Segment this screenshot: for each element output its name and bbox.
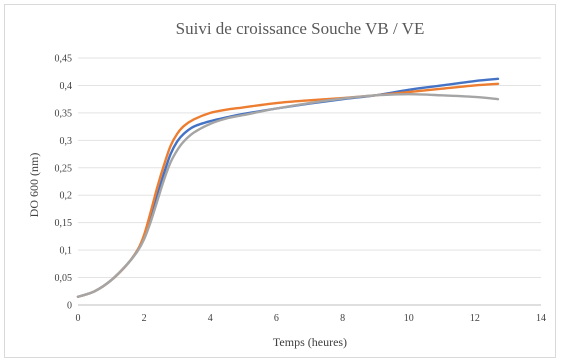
- series-lines: [76, 77, 500, 298]
- x-tick-label: 4: [208, 313, 213, 324]
- y-axis-title: DO 600 (nm): [27, 153, 41, 218]
- chart-frame: [4, 4, 556, 358]
- y-tick-label: 0,2: [60, 191, 73, 202]
- series-line-3: [76, 93, 500, 298]
- y-tick-label: 0,1: [60, 246, 73, 257]
- x-tick-label: 14: [536, 313, 546, 324]
- y-axis-ticks: 0 0,05 0,1 0,15 0,2 0,25 0,3 0,35 0,4 0,45: [55, 54, 73, 312]
- y-tick-label: 0,15: [55, 218, 73, 229]
- x-tick-label: 6: [274, 313, 279, 324]
- series-line-1: [76, 77, 500, 298]
- x-tick-label: 8: [340, 313, 345, 324]
- y-tick-label: 0: [67, 301, 72, 312]
- series-line-2: [76, 82, 500, 298]
- y-tick-label: 0,4: [60, 81, 73, 92]
- x-axis-title: Temps (heures): [273, 335, 347, 349]
- y-tick-label: 0,3: [60, 136, 73, 147]
- y-tick-label: 0,05: [55, 273, 73, 284]
- x-tick-label: 2: [142, 313, 147, 324]
- x-tick-label: 10: [404, 313, 414, 324]
- chart-title: Suivi de croissance Souche VB / VE: [176, 19, 425, 38]
- y-tick-label: 0,45: [55, 54, 73, 65]
- gridlines: [78, 57, 541, 306]
- x-tick-label: 0: [76, 313, 81, 324]
- y-tick-label: 0,25: [55, 163, 73, 174]
- x-tick-label: 12: [470, 313, 480, 324]
- y-tick-label: 0,35: [55, 108, 73, 119]
- x-axis-ticks: 0 2 4 6 8 10 12 14: [76, 313, 547, 324]
